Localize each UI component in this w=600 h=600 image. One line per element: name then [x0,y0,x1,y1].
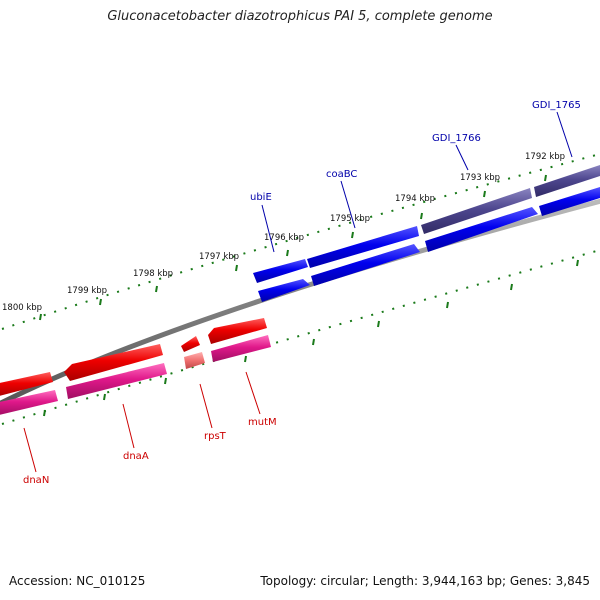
cds-GDI_1765[interactable] [539,187,600,216]
label-dnaA: dnaA [123,451,149,462]
tick-1796 [286,249,289,257]
scale-label-1798: 1798 kbp [133,269,173,279]
leader-dnaA [122,403,135,449]
scale-label-1796: 1796 kbp [264,233,304,243]
label-rpsT: rpsT [204,431,227,442]
cds-ubiE[interactable] [258,279,310,302]
tick-1793 [483,190,486,198]
tick-1795 [351,231,354,239]
gene-dnaN[interactable] [0,372,53,397]
tick-1798 [155,285,158,293]
tick-r7 [446,301,449,309]
leader-ubiE [261,204,275,253]
tick-r9 [576,259,579,267]
genome-summary: Topology: circular; Length: 3,944,163 bp… [260,574,590,588]
tick-r3 [164,377,167,385]
cds-GDI_1766[interactable] [425,207,538,252]
cds-rpsT[interactable] [184,352,205,369]
cds-mutM[interactable] [211,335,271,362]
tick-r8 [510,283,513,291]
label-mutM: mutM [248,417,277,428]
scale-label-1792: 1792 kbp [525,152,565,162]
leader-GDI_1766 [455,144,469,171]
tick-r5 [312,338,315,346]
gene-dnaA[interactable] [64,344,163,381]
scale-label-1793: 1793 kbp [460,173,500,183]
leader-GDI_1765 [556,111,573,158]
scale-label-1794: 1794 kbp [395,194,435,204]
scale-label-1797: 1797 kbp [199,252,239,262]
map-title: Gluconacetobacter diazotrophicus PAI 5, … [107,9,493,24]
scale-label-1795: 1795 kbp [330,214,370,224]
leader-mutM [245,371,261,415]
scale-label-1800: 1800 kbp [2,303,42,313]
tick-r1 [43,409,46,417]
scale-ticks [39,174,579,417]
label-dnaN: dnaN [23,475,49,486]
leader-rpsT [199,383,213,429]
gene-GDI_1765[interactable] [534,165,600,197]
cds-dnaA[interactable] [66,363,167,399]
tick-1799 [99,298,102,306]
tick-r2 [103,393,106,401]
scale-label-1799: 1799 kbp [67,286,107,296]
tick-r6 [377,320,380,328]
tick-r4 [244,355,247,363]
gene-coaBC[interactable] [307,226,419,268]
gene-ubiE[interactable] [253,259,308,283]
cds-dnaN[interactable] [0,390,58,416]
tick-1792 [544,174,547,182]
tick-1794 [420,212,423,220]
label-coaBC: coaBC [326,169,357,180]
leader-coaBC [340,180,356,229]
gene-rpsT[interactable] [181,336,200,352]
reverse-scale-line [1,249,600,425]
accession-label: Accession: NC_010125 [9,574,146,588]
gene-GDI_1766[interactable] [421,188,532,234]
leader-dnaN [23,427,37,473]
tick-1797 [235,264,238,272]
label-ubiE: ubiE [250,192,272,203]
label-GDI_1765: GDI_1765 [532,100,581,111]
label-GDI_1766: GDI_1766 [432,133,481,144]
cds-coaBC[interactable] [311,244,420,286]
tick-1800 [39,313,42,321]
gene-mutM[interactable] [208,318,267,344]
